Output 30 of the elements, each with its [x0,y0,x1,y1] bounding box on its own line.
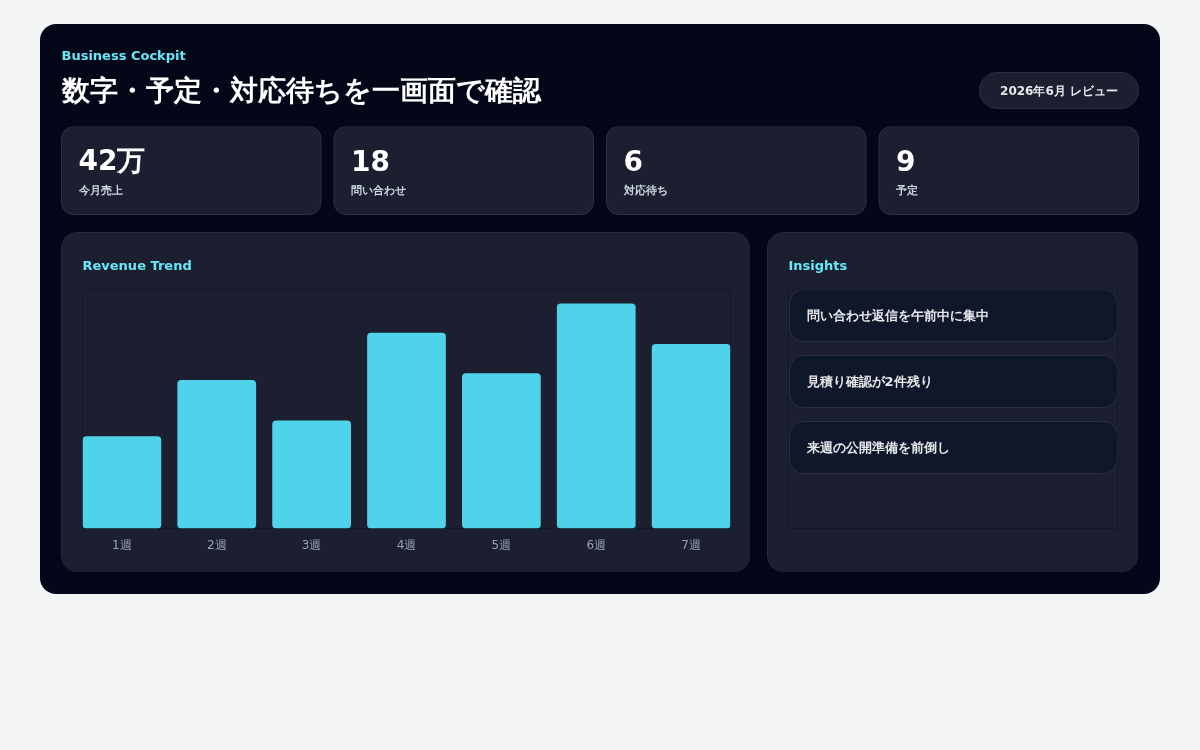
text: Insights [788,258,848,273]
text: 9 [896,145,916,178]
bar [651,344,731,529]
text: 42万 [78,144,146,177]
x-tick-label: 2週 [206,537,227,552]
text: 予定 [895,184,918,197]
text: 問い合わせ返信を午前中に集中 [806,308,989,323]
bar [82,436,162,529]
text: 18 [351,145,390,178]
bar [272,420,351,529]
text: 問い合わせ [351,184,406,197]
bar [177,380,257,529]
bar [556,303,636,529]
bar [462,373,541,529]
text: Business Cockpit [61,48,186,63]
text: 来週の公開準備を前倒し [805,440,950,455]
text: 数字・予定・対応待ちを一画面で確認 [60,74,542,107]
text: 6 [623,145,643,178]
x-tick-label: 3週 [301,537,322,552]
text: 見積り確認が2件残り [805,374,933,389]
x-tick-label: 6週 [586,537,607,552]
x-tick-label: 4週 [396,537,417,552]
x-tick-label: 5週 [491,537,512,552]
bar [367,332,446,529]
x-tick-label: 1週 [112,537,132,552]
x-tick-label: 7週 [681,537,701,552]
text: 2026年6月 レビュー [1000,83,1118,98]
text: 今月売上 [77,184,123,197]
chart-title: Revenue Trend [82,258,192,273]
text: 対応待ち [622,184,668,197]
